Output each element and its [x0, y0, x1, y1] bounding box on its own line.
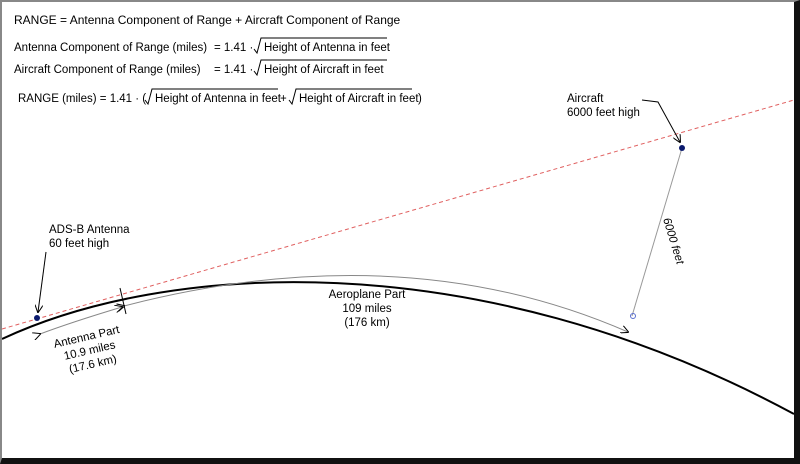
radicand: Height of Aircraft in feet — [299, 93, 419, 105]
radicand: Height of Aircraft in feet — [264, 64, 384, 76]
antenna-part-dimension — [40, 307, 122, 334]
radicand: Height of Antenna in feet — [155, 93, 282, 105]
formula-factor: = 1.41 · — [214, 42, 253, 54]
aircraft-title: Aircraft — [567, 93, 604, 105]
formula-label: RANGE (miles) = 1.41 · ( — [18, 93, 146, 105]
antenna-height: 60 feet high — [49, 238, 109, 250]
antenna-part-label: Antenna Part 10.9 miles (17.6 km) — [53, 324, 122, 376]
aircraft-point — [679, 145, 685, 151]
formula-label: Aircraft Component of Range (miles) — [14, 64, 201, 76]
radicand: Height of Antenna in feet — [264, 42, 391, 54]
antenna-title: ADS-B Antenna — [49, 224, 130, 236]
aeroplane-part-title: Aeroplane Part — [329, 289, 407, 301]
aeroplane-part-dimension — [124, 275, 628, 332]
antenna-callout — [38, 251, 47, 312]
altitude-line — [631, 147, 683, 317]
radical-sign — [144, 88, 278, 106]
formula-label: Antenna Component of Range (miles) — [14, 42, 207, 54]
aeroplane-part-km: (176 km) — [344, 317, 390, 329]
closing-paren: ) — [418, 93, 422, 105]
aeroplane-part-miles: 109 miles — [342, 303, 391, 315]
aircraft-height: 6000 feet high — [567, 107, 640, 119]
line-of-sight — [2, 99, 794, 330]
radical-sign — [253, 37, 387, 55]
dimension-tick — [119, 287, 127, 315]
radical-sign — [253, 59, 387, 77]
ground-point — [630, 313, 636, 319]
range-definition: RANGE = Antenna Component of Range + Air… — [14, 13, 401, 27]
diagram: RANGE = Antenna Component of Range + Air… — [2, 13, 794, 415]
aircraft-callout — [641, 99, 680, 142]
antenna-point — [34, 315, 40, 321]
formula-factor: = 1.41 · — [214, 64, 253, 76]
earth-curve — [2, 281, 794, 415]
plus-sign: + — [280, 93, 287, 105]
altitude-label: 6000 feet — [660, 216, 686, 266]
radical-sign — [288, 88, 412, 106]
